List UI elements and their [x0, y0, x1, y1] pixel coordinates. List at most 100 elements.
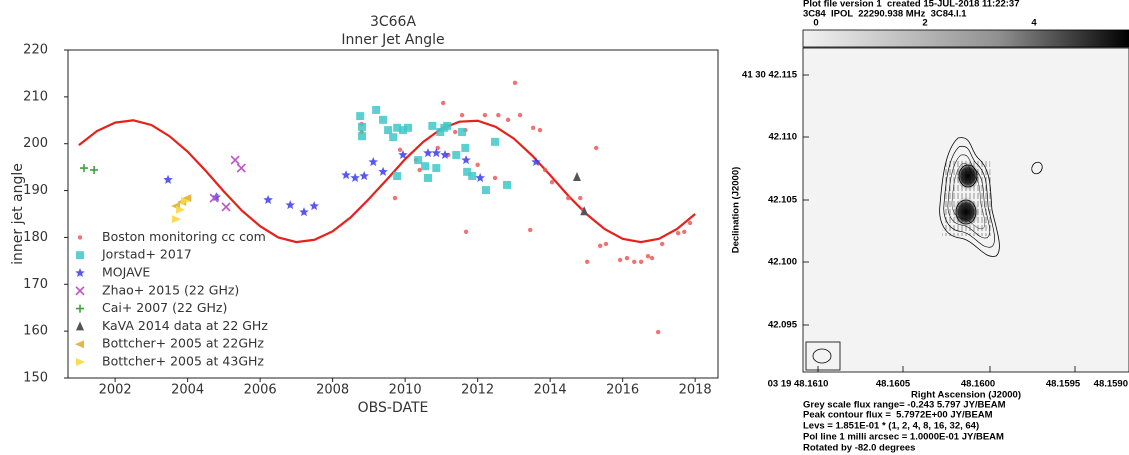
legend-marker [75, 340, 84, 348]
x-tick-label: 2006 [244, 383, 277, 398]
point [458, 128, 466, 136]
figure: 3C66A Inner Jet Angle OBS-DATE inner jet… [0, 0, 1129, 455]
point [237, 164, 245, 172]
point [538, 128, 542, 132]
point [389, 133, 397, 141]
point [491, 138, 499, 146]
map-note: Rotated by -82.0 degrees [803, 443, 915, 454]
point [452, 151, 460, 159]
point [676, 231, 680, 235]
legend-label: Cai+ 2007 (22 GHz) [102, 300, 227, 315]
map-x-tick: 48.1595 [1046, 379, 1081, 390]
point [379, 116, 387, 124]
point [443, 122, 451, 130]
point [172, 215, 181, 223]
point [393, 172, 401, 180]
point [632, 260, 636, 264]
point [404, 124, 412, 132]
point [585, 260, 589, 264]
point [566, 196, 570, 200]
point [468, 172, 476, 180]
point [424, 174, 432, 182]
point [573, 172, 581, 181]
pol-lines [942, 160, 992, 236]
map-note: Pol line 1 milli arcsec = 1.0000E-01 JY/… [803, 432, 1004, 443]
point [421, 162, 429, 170]
point [358, 132, 366, 140]
legend-marker [78, 235, 82, 239]
point [682, 230, 686, 234]
point [598, 244, 602, 248]
point [604, 242, 608, 246]
point [358, 123, 366, 131]
point [414, 156, 422, 164]
legend-label: Bottcher+ 2005 at 22GHz [102, 336, 264, 351]
point [378, 167, 388, 176]
point [299, 207, 309, 216]
legend-label: Boston monitoring cc com [102, 229, 266, 244]
point [263, 195, 273, 204]
x-tick-label: 2002 [99, 383, 132, 398]
point [625, 256, 629, 260]
fit-curve [79, 120, 695, 242]
point [482, 186, 490, 194]
x-tick-label: 2016 [606, 383, 639, 398]
map-y-tick: 42.095 [768, 320, 798, 331]
point [163, 175, 173, 184]
x-tick-label: 2014 [534, 383, 567, 398]
legend-marker [76, 358, 85, 366]
point [503, 181, 511, 189]
point [660, 242, 664, 246]
legend-marker [75, 268, 85, 277]
colorbar-tick: 4 [1031, 18, 1037, 29]
point [618, 258, 622, 262]
point [543, 168, 547, 172]
point [461, 144, 469, 152]
x-tick-label: 2010 [389, 383, 422, 398]
point [285, 200, 295, 209]
legend-label: Zhao+ 2015 (22 GHz) [102, 282, 239, 297]
point [309, 201, 319, 210]
legend-marker [76, 287, 84, 295]
colorbar-tick: 0 [813, 18, 818, 29]
chart-subtitle: Inner Jet Angle [341, 32, 444, 48]
point [176, 206, 185, 214]
point [531, 126, 535, 130]
y-tick-label: 150 [23, 371, 48, 386]
point [341, 170, 351, 179]
legend-marker [76, 321, 84, 330]
point [398, 148, 402, 152]
point [423, 148, 433, 157]
point [656, 330, 660, 334]
point [475, 163, 479, 167]
map-y-tick: 42.100 [768, 257, 797, 268]
map-x-tick: 48.1590 [1094, 379, 1128, 390]
map-header: 3C84 IPOL 22290.938 MHz 3C84.I.1 [803, 9, 967, 20]
point [650, 256, 654, 260]
radio-map: Plot file version 1 created 15-JUL-2018 … [731, 0, 1129, 454]
legend-label: KaVA 2014 data at 22 GHz [102, 318, 268, 333]
x-tick-label: 2018 [679, 383, 712, 398]
point [231, 156, 239, 164]
legend-label: MOJAVE [102, 265, 150, 280]
x-tick-label: 2012 [461, 383, 494, 398]
map-note: Peak contour flux = 5.7972E+00 JY/BEAM [803, 410, 993, 421]
point [222, 203, 230, 211]
point [440, 150, 450, 159]
point [550, 180, 554, 184]
chart: 3C66A Inner Jet Angle OBS-DATE inner jet… [10, 14, 718, 416]
legend-marker [76, 251, 84, 259]
point [368, 157, 378, 166]
chart-title: 3C66A [370, 14, 416, 30]
point [646, 254, 650, 258]
point [506, 118, 510, 122]
legend-marker [76, 305, 84, 313]
map-y-tick: 42.110 [768, 132, 797, 143]
y-tick-label: 210 [23, 89, 48, 104]
point [432, 164, 440, 172]
point [528, 228, 532, 232]
y-tick-label: 170 [23, 277, 48, 292]
point [475, 173, 485, 182]
point [518, 113, 522, 117]
y-tick-label: 190 [23, 183, 48, 198]
